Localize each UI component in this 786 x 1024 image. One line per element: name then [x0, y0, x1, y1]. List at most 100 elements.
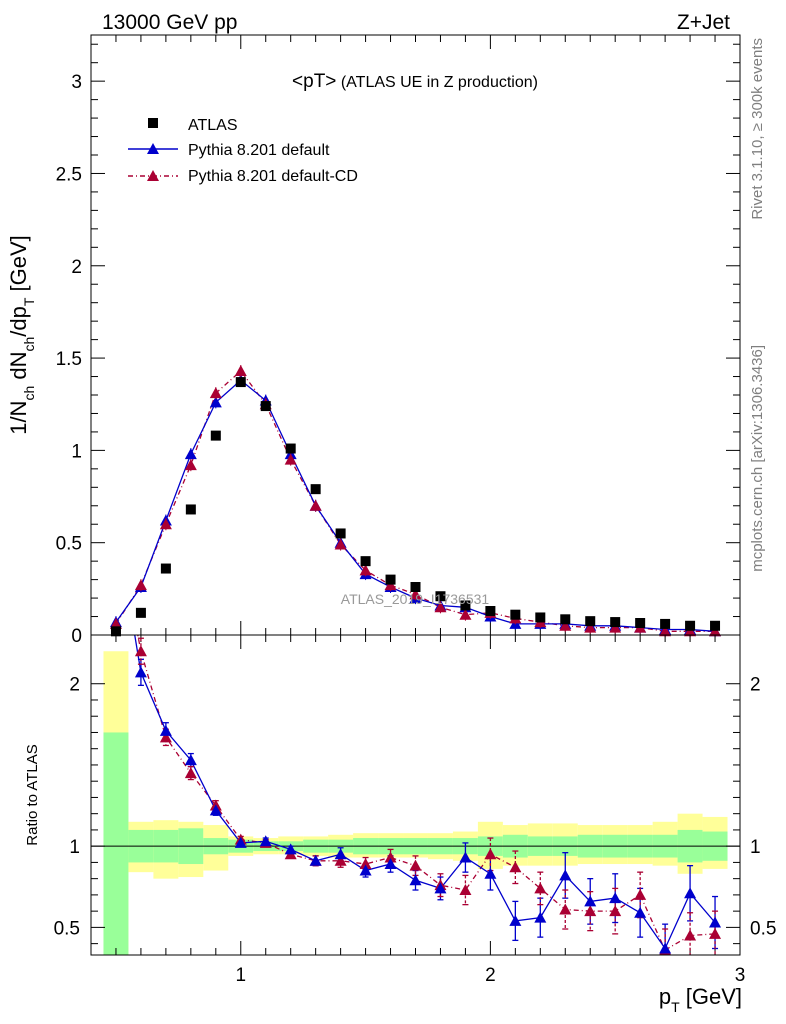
label-part: 1/N	[6, 401, 31, 435]
ratio-default-point	[609, 892, 622, 904]
ratio-default-point	[484, 867, 497, 879]
cd-point	[309, 499, 322, 511]
label-part: ch	[21, 337, 37, 352]
ratio-cd-point	[484, 848, 497, 860]
cd-point	[684, 625, 697, 637]
ratio-default-point	[509, 914, 522, 926]
atlas-point	[335, 528, 346, 539]
main-ylabel: 1/Nch dNch/dpT [GeV]	[6, 235, 37, 435]
ratio-y-tick-label-right: 2	[750, 675, 761, 696]
ratio-default-point	[209, 804, 222, 816]
ratio-cd-point	[184, 767, 197, 779]
cd-point	[209, 387, 222, 399]
cd-point	[559, 619, 572, 631]
cd-point	[159, 518, 172, 530]
main-title-main: <pT>	[292, 71, 336, 92]
y-tick-label: 1.5	[56, 349, 82, 370]
ratio-cd-point	[110, 515, 122, 526]
ratio-default-point	[110, 515, 122, 526]
label-part: [GeV]	[6, 235, 31, 297]
legend-label-default: Pythia 8.201 default	[188, 142, 330, 159]
xlabel: pT [GeV]	[659, 984, 742, 1015]
ratio-default-point	[534, 911, 547, 923]
ratio-y-tick-label: 1	[69, 837, 80, 858]
atlas-point	[510, 609, 521, 620]
cd-point	[109, 617, 122, 629]
cd-point	[584, 621, 597, 633]
y-tick-label: 2.5	[56, 164, 82, 185]
ratio-series	[110, 515, 722, 955]
atlas-point	[110, 626, 121, 637]
y-tick-label: 1	[71, 441, 82, 462]
atlas-point	[485, 606, 496, 616]
ratio-cd-point	[634, 888, 647, 900]
ratio-cd-point	[534, 882, 547, 894]
default-point	[284, 448, 297, 460]
ratio-default-point	[409, 874, 422, 886]
legend-marker-cd	[147, 170, 159, 181]
mcplots-label: mcplots.cern.ch [arXiv:1306.3436]	[749, 345, 766, 572]
cd-point	[234, 365, 247, 376]
ratio-default-point	[559, 869, 572, 881]
legend-marker-default	[147, 143, 159, 154]
ratio-cd-point	[509, 861, 522, 873]
atlas-point	[535, 612, 546, 623]
cd-point	[409, 588, 422, 600]
ratio-default-point	[284, 843, 297, 855]
ratio-default-point	[159, 724, 172, 736]
cd-point	[659, 625, 672, 637]
y-tick-label: 2	[71, 257, 82, 278]
ratio-cd-point	[384, 851, 397, 863]
ratio-panel-frame	[90, 634, 741, 956]
ratio-default-point	[259, 835, 272, 847]
ratio-cd-point	[134, 645, 147, 657]
ratio-cd-point	[409, 859, 422, 871]
x-tick-label: 1	[235, 965, 246, 986]
ratio-cd-point	[334, 854, 347, 866]
ratio-default-point	[184, 754, 197, 766]
atlas-point	[710, 620, 721, 631]
y-tick-label: 3	[71, 72, 82, 93]
rivet-label: Rivet 3.1.10, ≥ 300k events	[749, 38, 766, 220]
ratio-default-point	[634, 906, 647, 918]
atlas-point	[585, 616, 596, 627]
ratio-cd-point	[459, 884, 472, 896]
cd-point	[384, 579, 397, 591]
watermark: ATLAS_2019_I1736531	[341, 591, 490, 607]
label-part: ch	[21, 386, 37, 401]
atlas-point	[285, 443, 296, 454]
atlas-point	[435, 591, 446, 602]
cd-point	[459, 608, 472, 620]
ratio-cd-point	[359, 858, 372, 870]
atlas-point	[310, 484, 321, 495]
cd-point	[709, 625, 722, 637]
atlas-point	[635, 618, 646, 628]
atlas-point	[360, 556, 371, 567]
ratio-default-point	[234, 836, 247, 848]
label-part: /dp	[6, 306, 31, 337]
main-title-rest: (ATLAS UE in Z production)	[336, 74, 538, 91]
x-tick-label: 2	[485, 965, 496, 986]
atlas-point	[460, 600, 471, 611]
legend: ATLAS Pythia 8.201 default Pythia 8.201 …	[128, 117, 358, 185]
default-point	[209, 396, 222, 408]
ratio-cd-point	[609, 905, 622, 917]
ratio-default-point	[459, 851, 472, 863]
ratio-default-point	[584, 895, 597, 907]
atlas-point	[235, 377, 246, 388]
main-title: <pT> (ATLAS UE in Z production)	[292, 71, 538, 92]
default-point	[184, 448, 197, 460]
ratio-cd-point	[684, 929, 697, 941]
ratio-default-point	[334, 848, 347, 860]
ratio-y-tick-label: 2	[69, 675, 80, 696]
cd-point	[359, 564, 372, 576]
ratio-default-point	[659, 942, 672, 954]
ratio-y-tick-label-right: 1	[750, 837, 761, 858]
x-tick-label: 3	[735, 965, 746, 986]
y-tick-label: 0	[71, 626, 82, 647]
atlas-point	[160, 563, 171, 574]
main-panel: 0 0.5 1 1.5 2 2.5 3 <pT> (ATLAS UE in Z produc…	[56, 34, 741, 647]
ratio-cd-point	[584, 905, 597, 917]
header-left: 13000 GeV pp	[102, 11, 237, 34]
